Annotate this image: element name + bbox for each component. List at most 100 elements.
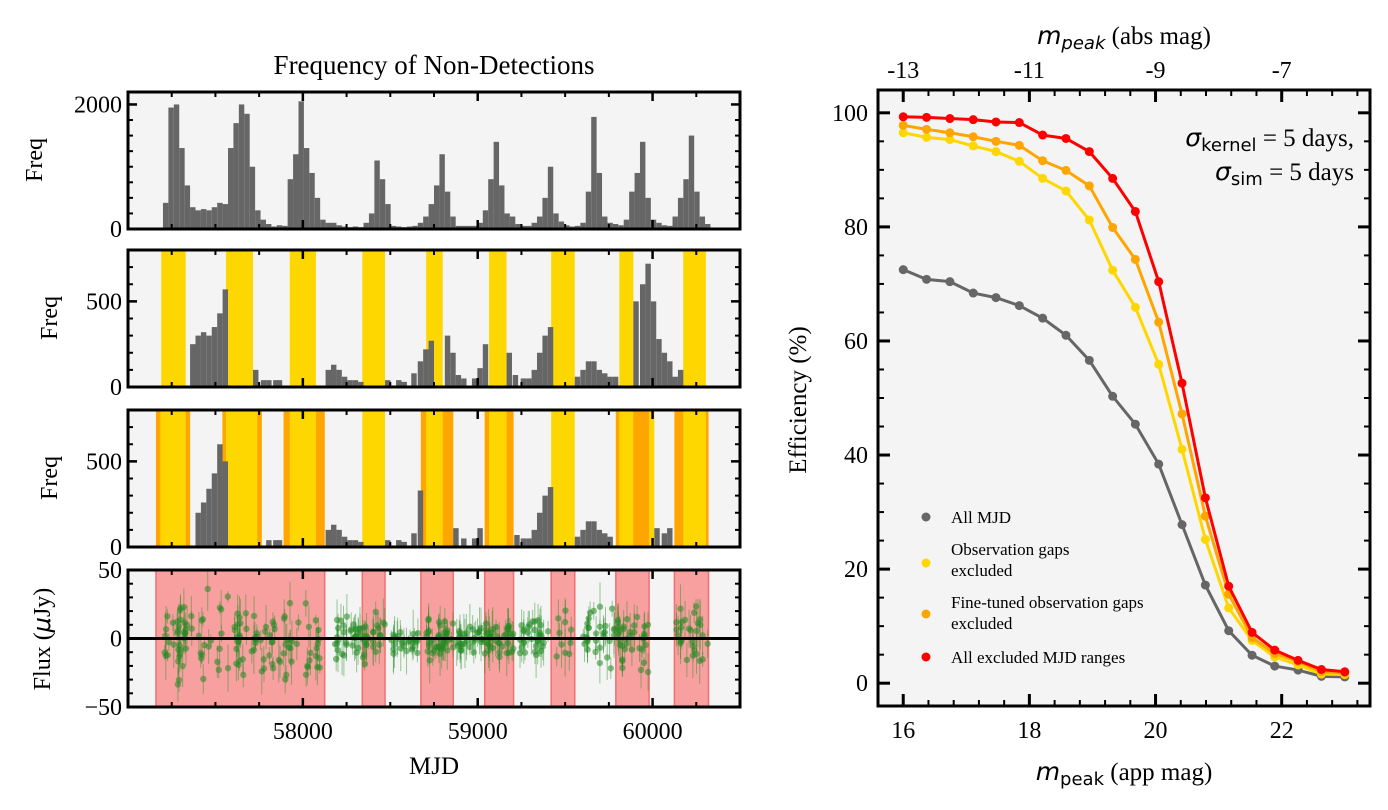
flux-point xyxy=(242,610,250,617)
flux-point xyxy=(521,649,529,656)
histogram-bar xyxy=(238,104,245,229)
flux-point xyxy=(237,620,244,627)
histogram-bar xyxy=(385,204,391,229)
flux-point xyxy=(198,651,206,659)
histogram-bar xyxy=(564,225,570,229)
histogram-bar xyxy=(585,361,592,387)
hist1-ylabel: Freq xyxy=(22,138,48,182)
histogram-bar xyxy=(190,344,196,387)
flux-point xyxy=(556,629,563,637)
flux-point xyxy=(441,618,449,625)
histogram-bar xyxy=(417,490,424,547)
eff-top-tick-label: -11 xyxy=(1014,58,1045,84)
series-point-gaps xyxy=(1038,173,1048,183)
histogram-bar xyxy=(314,197,321,229)
histogram-bar xyxy=(656,222,662,229)
histogram-bar xyxy=(585,191,592,229)
histogram-bar xyxy=(211,473,218,547)
histogram-bar xyxy=(217,313,223,387)
histogram-bar xyxy=(504,213,510,229)
histogram-bar xyxy=(401,541,407,547)
flux-point xyxy=(266,632,273,639)
histogram-bar xyxy=(417,222,424,229)
histogram-bar xyxy=(677,369,684,387)
flux-point xyxy=(370,629,377,636)
flux-point xyxy=(262,623,270,631)
histogram-bar xyxy=(536,352,543,387)
gap-span xyxy=(225,250,254,387)
gap-span xyxy=(289,250,316,387)
legend-label-fine: Fine-tuned observation gaps excluded xyxy=(951,593,1148,633)
flux-point xyxy=(596,603,604,610)
hist3-panel: 0 500 xyxy=(86,408,742,561)
flux-point xyxy=(266,652,273,659)
flux-point xyxy=(470,649,477,656)
series-point-all xyxy=(1270,661,1280,671)
histogram-bar xyxy=(477,368,483,387)
flux-point xyxy=(304,663,312,671)
histogram-bar xyxy=(195,512,201,547)
series-point-all xyxy=(1154,459,1164,469)
histogram-bar xyxy=(222,289,229,387)
histogram-bar xyxy=(444,335,451,387)
histogram-bar xyxy=(612,376,619,387)
histogram-bar xyxy=(639,141,646,229)
flux-point xyxy=(236,657,243,664)
histogram-bar xyxy=(477,528,483,547)
eff-x-tick-label: 16 xyxy=(891,718,915,744)
histogram-bar xyxy=(526,225,532,229)
hist1-panel: 0 2000 xyxy=(74,90,742,243)
flux-point xyxy=(585,615,592,622)
flux-point xyxy=(592,630,600,637)
flux-point xyxy=(504,640,512,647)
finetuned-span xyxy=(705,410,709,547)
histogram-bar xyxy=(520,538,527,547)
series-point-excl xyxy=(1014,118,1024,128)
series-point-all xyxy=(1177,520,1187,530)
flux-panel: −50 0 50 58000 59000 60000 xyxy=(84,558,742,745)
series-point-fine xyxy=(968,132,978,142)
flux-point xyxy=(276,658,284,665)
histogram-bar xyxy=(574,536,581,547)
flux-point xyxy=(567,626,575,633)
finetuned-span xyxy=(633,410,650,547)
flux-point xyxy=(343,613,351,620)
histogram-bar xyxy=(352,380,359,387)
flux-point xyxy=(425,615,432,623)
histogram-bar xyxy=(293,154,299,229)
histogram-bar xyxy=(341,376,348,387)
histogram-bar xyxy=(661,352,668,387)
histogram-bar xyxy=(607,222,613,229)
flux-point xyxy=(164,651,171,659)
histogram-bar xyxy=(233,123,239,229)
histogram-bar xyxy=(401,381,407,387)
histogram-bar xyxy=(363,222,369,229)
eff-y-tick-label: 60 xyxy=(844,329,868,355)
flux-point xyxy=(250,612,258,620)
histogram-bar xyxy=(276,380,283,387)
annotation-line1: σkernel = 5 days, xyxy=(1185,123,1354,156)
flux-point xyxy=(302,671,310,678)
histogram-bar xyxy=(629,191,635,229)
histogram-bar xyxy=(325,369,332,387)
flux-point xyxy=(536,629,544,636)
flux-point xyxy=(375,624,382,632)
flux-point xyxy=(307,649,314,656)
flux-point xyxy=(224,664,232,672)
histogram-bar xyxy=(320,219,326,229)
flux-point xyxy=(463,629,471,636)
series-point-excl xyxy=(1247,627,1257,637)
flux-point xyxy=(518,644,525,651)
flux-point xyxy=(558,641,565,648)
gap-span xyxy=(155,410,191,547)
flux-point xyxy=(376,631,384,639)
histogram-bar xyxy=(661,225,668,229)
flux-point xyxy=(188,625,195,632)
flux-point xyxy=(169,619,177,626)
flux-point xyxy=(403,647,410,655)
flux-point xyxy=(302,600,310,607)
flux-point xyxy=(496,649,503,656)
flux-point xyxy=(449,620,457,627)
histogram-bar xyxy=(461,538,467,547)
